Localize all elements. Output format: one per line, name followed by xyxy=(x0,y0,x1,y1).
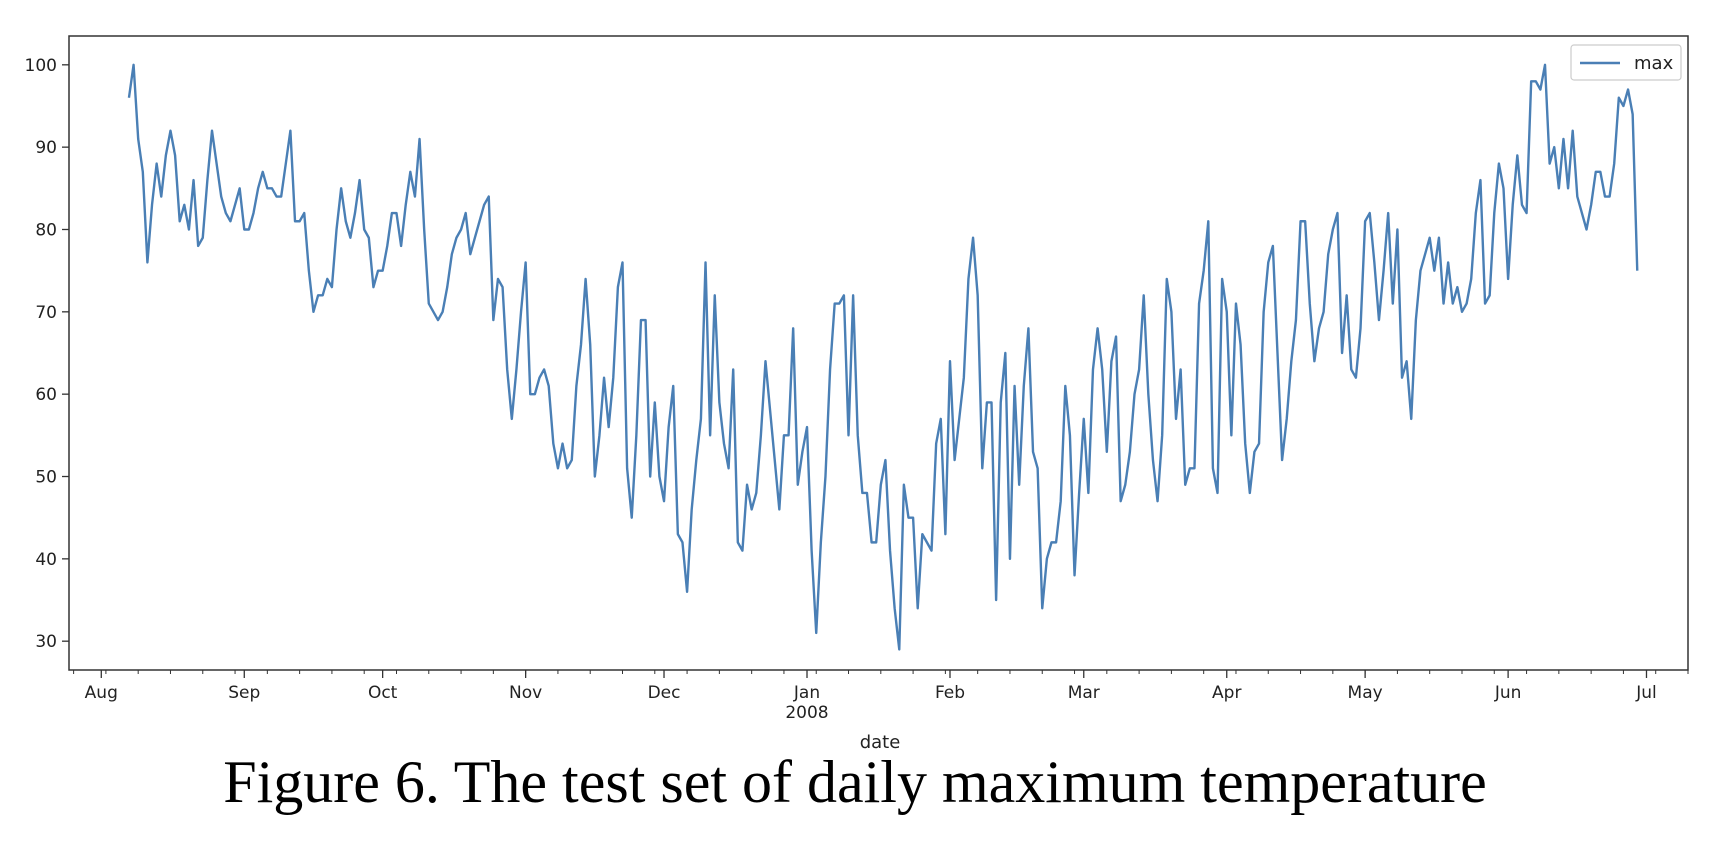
y-tick-label: 50 xyxy=(35,468,57,488)
y-tick-label: 40 xyxy=(35,550,57,570)
y-tick-label: 30 xyxy=(35,632,57,652)
x-tick-label: Apr xyxy=(1212,683,1241,703)
x-tick-label: Feb xyxy=(935,683,965,703)
x-tick-label: Jun xyxy=(1494,683,1522,703)
x-tick-label: Jul xyxy=(1635,683,1657,703)
legend-label-max: max xyxy=(1634,53,1674,74)
y-axis: 30 40 50 60 70 80 90 100 xyxy=(25,56,69,652)
x-tick-label: Dec xyxy=(648,683,681,703)
x-tick-label: Oct xyxy=(368,683,398,703)
y-tick-label: 70 xyxy=(35,303,57,323)
figure-caption: Figure 6. The test set of daily maximum … xyxy=(223,749,1487,815)
x-tick-sublabel: 2008 xyxy=(785,703,828,723)
x-minor-ticks xyxy=(73,670,1689,674)
series-line-max xyxy=(127,63,1639,651)
y-tick-label: 80 xyxy=(35,220,57,240)
x-tick-label: May xyxy=(1348,683,1383,703)
x-tick-label: Jan xyxy=(793,683,820,703)
line-chart: 30 40 50 60 70 80 90 100 Aug Sep Oct Nov Dec Jan2008… xyxy=(25,35,1689,752)
x-tick-label: Mar xyxy=(1068,683,1100,703)
x-tick-label: Aug xyxy=(85,683,118,703)
x-tick-label: Nov xyxy=(509,683,542,703)
legend: max xyxy=(1570,44,1682,81)
y-tick-label: 60 xyxy=(35,385,57,405)
y-tick-label: 90 xyxy=(35,138,57,158)
plot-area xyxy=(68,35,1689,671)
y-tick-label: 100 xyxy=(25,56,57,76)
x-tick-label: Sep xyxy=(228,683,260,703)
x-axis-label: date xyxy=(860,732,901,752)
legend-box xyxy=(1570,44,1682,81)
